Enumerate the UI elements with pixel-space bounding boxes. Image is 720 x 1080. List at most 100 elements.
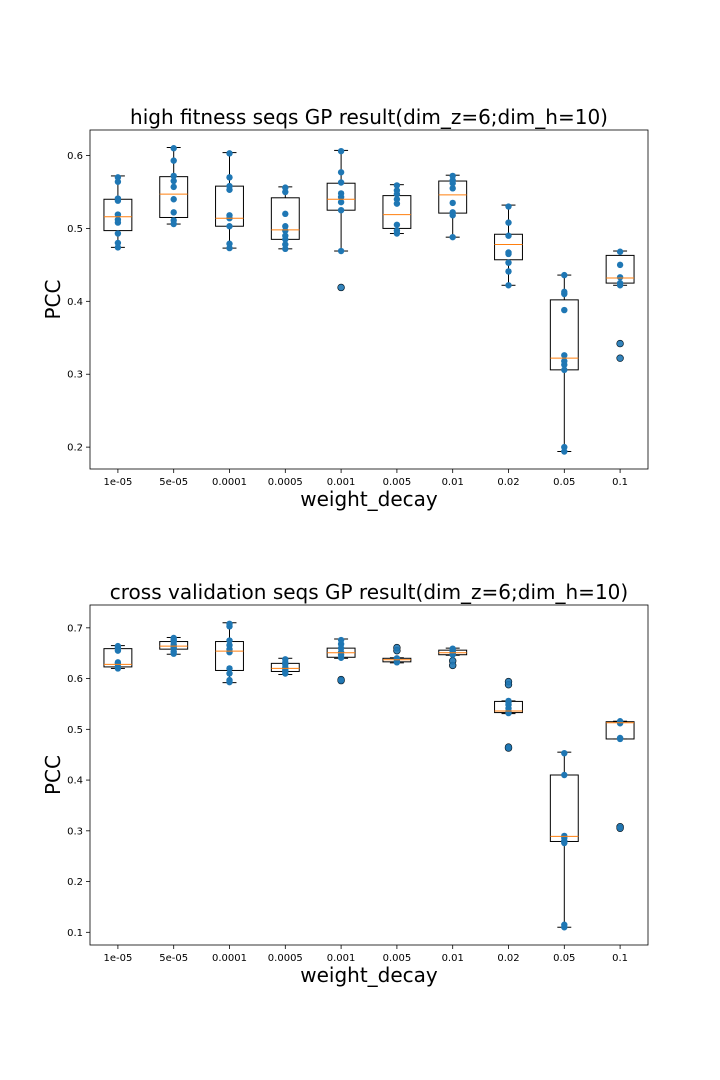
data-point [561, 357, 568, 365]
data-point [282, 210, 289, 218]
y-axis-label: PCC [41, 755, 65, 795]
data-point [337, 179, 345, 186]
x-tick-label: 0.05 [553, 953, 575, 964]
data-point [505, 249, 512, 256]
x-tick-label: 0.1 [612, 953, 628, 964]
data-point [616, 718, 624, 725]
plot-frame [89, 604, 649, 946]
chart-title: cross validation seqs GP result(dim_z=6;… [110, 580, 628, 604]
data-point [337, 677, 345, 684]
x-tick-label: 5e-05 [159, 477, 188, 488]
data-point [114, 178, 122, 185]
data-point [505, 268, 512, 275]
data-point [561, 443, 568, 451]
data-point [282, 184, 289, 191]
data-point [337, 147, 345, 155]
x-tick-label: 0.0001 [212, 477, 247, 488]
data-point [561, 271, 568, 279]
data-point [226, 223, 233, 230]
data-point [393, 182, 401, 189]
data-point [616, 261, 624, 269]
x-tick-label: 1e-05 [103, 477, 132, 488]
box-0.1 [605, 718, 635, 832]
x-tick-label: 0.01 [442, 953, 464, 964]
data-point [561, 448, 568, 455]
data-point [282, 656, 289, 663]
data-point [226, 620, 233, 627]
data-point [337, 636, 345, 644]
data-point [393, 227, 401, 234]
y-tick-label: 0.4 [67, 297, 83, 308]
data-point [393, 655, 401, 662]
data-point [393, 200, 401, 207]
data-point [226, 182, 233, 190]
data-point [505, 219, 512, 226]
box-1e-05 [103, 174, 133, 251]
data-point [226, 244, 233, 252]
data-point [337, 247, 345, 255]
data-point [337, 198, 345, 206]
x-axis-label: weight_decay [300, 963, 438, 987]
box-0.02 [494, 677, 523, 752]
data-point [616, 734, 624, 742]
box-0.0001 [215, 620, 244, 686]
data-point [170, 145, 177, 152]
box-0.02 [494, 203, 523, 289]
data-point [393, 187, 401, 194]
data-point [561, 832, 568, 840]
data-point [616, 354, 624, 362]
data-point [114, 230, 122, 237]
chart-cross-validation: cross validation seqs GP result(dim_z=6;… [41, 580, 649, 987]
data-point [282, 241, 289, 248]
data-point [616, 340, 624, 347]
data-point [505, 259, 512, 266]
x-tick-label: 0.001 [327, 477, 356, 488]
data-point [170, 183, 177, 191]
x-tick-label: 0.005 [383, 953, 412, 964]
data-point [393, 221, 401, 228]
box-0.1 [605, 248, 635, 362]
data-point [170, 634, 177, 642]
data-point [561, 352, 568, 359]
data-point [114, 174, 122, 181]
y-axis-label: PCC [41, 280, 65, 320]
box-0.0005 [270, 656, 300, 677]
data-point [449, 645, 456, 652]
x-tick-label: 0.0005 [268, 477, 303, 488]
data-point [449, 177, 456, 184]
data-point [616, 248, 624, 255]
data-point [114, 239, 122, 247]
data-point [114, 211, 122, 218]
data-point [561, 366, 568, 374]
chart-high-fitness: high fitness seqs GP result(dim_z=6;dim_… [41, 105, 649, 511]
x-tick-label: 0.0001 [212, 953, 247, 964]
box-5e-05 [159, 634, 189, 657]
data-point [337, 206, 345, 214]
data-point [449, 172, 456, 180]
box-0.01 [438, 172, 468, 241]
data-point [449, 199, 456, 207]
data-point [505, 232, 512, 239]
data-point [114, 642, 122, 650]
data-point [226, 150, 233, 157]
data-point [449, 185, 456, 192]
y-tick-label: 0.1 [67, 928, 83, 939]
data-point [114, 195, 122, 202]
data-point [449, 209, 456, 216]
box-0.005 [382, 182, 412, 237]
y-tick-label: 0.2 [67, 443, 83, 454]
data-point [282, 188, 289, 196]
data-point [226, 641, 233, 649]
y-tick-label: 0.5 [67, 725, 83, 736]
data-point [226, 665, 233, 672]
data-point [561, 749, 568, 757]
data-point [282, 223, 289, 230]
y-tick-label: 0.7 [67, 623, 83, 634]
x-tick-label: 5e-05 [159, 953, 188, 964]
x-tick-label: 0.005 [383, 477, 412, 488]
y-tick-label: 0.4 [67, 776, 83, 787]
data-point [226, 240, 233, 247]
data-point [114, 244, 122, 251]
